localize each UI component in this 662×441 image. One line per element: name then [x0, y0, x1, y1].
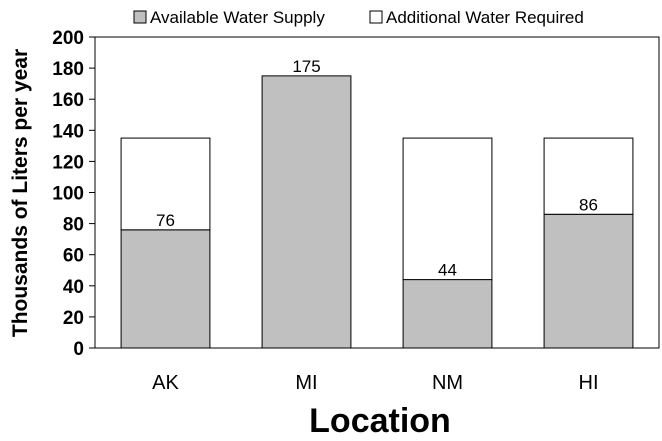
x-tick-label-nm: NM	[432, 372, 463, 394]
y-tick-label: 60	[63, 246, 84, 267]
bar-available-hi	[543, 213, 634, 349]
data-label-nm: 44	[438, 261, 457, 280]
y-tick-label: 120	[52, 152, 84, 173]
legend-swatch-available	[133, 10, 147, 24]
legend: Available Water Supply Additional Water …	[133, 8, 584, 27]
bar-available-mi	[261, 75, 352, 349]
y-tick-label: 180	[52, 59, 84, 80]
x-tick-label-mi: MI	[295, 372, 317, 394]
y-axis-title: Thousands of Liters per year	[9, 49, 32, 337]
x-tick-label-ak: AK	[152, 372, 179, 394]
bar-available-ak	[120, 229, 211, 349]
data-label-mi: 175	[292, 57, 320, 76]
bars	[120, 75, 634, 349]
data-labels: 76 175 44 86	[156, 57, 598, 280]
legend-label-additional: Additional Water Required	[386, 8, 584, 27]
data-label-ak: 76	[156, 211, 175, 230]
y-tick-label: 20	[63, 308, 84, 329]
legend-label-available: Available Water Supply	[150, 8, 325, 27]
x-axis-title: Location	[309, 402, 451, 440]
bar-additional-nm	[402, 137, 493, 281]
bar-available-nm	[402, 279, 493, 349]
y-tick-label: 200	[52, 28, 84, 49]
bar-additional-hi	[543, 137, 634, 215]
x-tick-label-hi: HI	[579, 372, 599, 394]
y-tick-label: 80	[63, 215, 84, 236]
y-tick-label: 100	[52, 184, 84, 205]
y-axis: 0 20 40 60 80 100 120 140 160 180 200	[52, 28, 96, 360]
y-tick-label: 40	[63, 277, 84, 298]
y-tick-label: 0	[73, 339, 84, 360]
x-axis: AK MI NM HI	[152, 372, 598, 394]
bar-additional-ak	[120, 137, 211, 231]
legend-swatch-additional	[369, 10, 383, 24]
data-label-hi: 86	[579, 195, 598, 214]
y-tick-label: 160	[52, 90, 84, 111]
y-tick-label: 140	[52, 121, 84, 142]
